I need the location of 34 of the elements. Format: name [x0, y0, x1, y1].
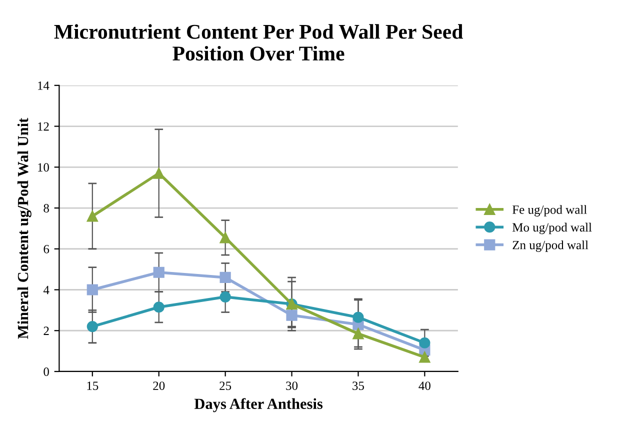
x-tick-label: 15 [87, 382, 98, 390]
y-axis-title: Mineral Content ug/Pod Wal Unit [17, 118, 32, 339]
y-tick-label: 10 [38, 163, 49, 172]
y-tick-label: 6 [44, 244, 50, 254]
legend-label: Fe ug/pod wall [512, 205, 587, 216]
y-tick-label: 2 [44, 326, 49, 335]
y-tick-label: 4 [43, 286, 50, 294]
x-axis-title: Days After Anthesis [194, 398, 323, 412]
legend-label: Zn ug/pod wall [512, 240, 588, 252]
point [352, 312, 364, 323]
point [86, 210, 98, 222]
y-tick-label: 0 [44, 368, 49, 376]
point [220, 232, 231, 244]
point [286, 310, 298, 321]
point [153, 266, 164, 278]
x-tick-label: 40 [418, 382, 430, 390]
point [419, 352, 430, 363]
x-tick-label: 25 [220, 382, 232, 390]
x-tick-label: 20 [153, 382, 165, 390]
x-tick-label: 35 [352, 382, 364, 390]
point [86, 320, 98, 332]
y-tick-label: 12 [38, 122, 49, 131]
point [153, 302, 164, 313]
point [153, 168, 164, 179]
point [352, 328, 364, 340]
legend-label: Mo ug/pod wall [512, 222, 592, 234]
y-tick-label: 14 [38, 81, 50, 90]
chart-title: Micronutrient Content Per Pod Wall Per Seed Position Over Time [54, 24, 463, 61]
point [220, 291, 231, 302]
point [419, 337, 430, 348]
point [86, 284, 98, 296]
x-tick-label: 30 [286, 382, 298, 390]
y-tick-label: 8 [44, 204, 49, 212]
point [220, 272, 231, 284]
